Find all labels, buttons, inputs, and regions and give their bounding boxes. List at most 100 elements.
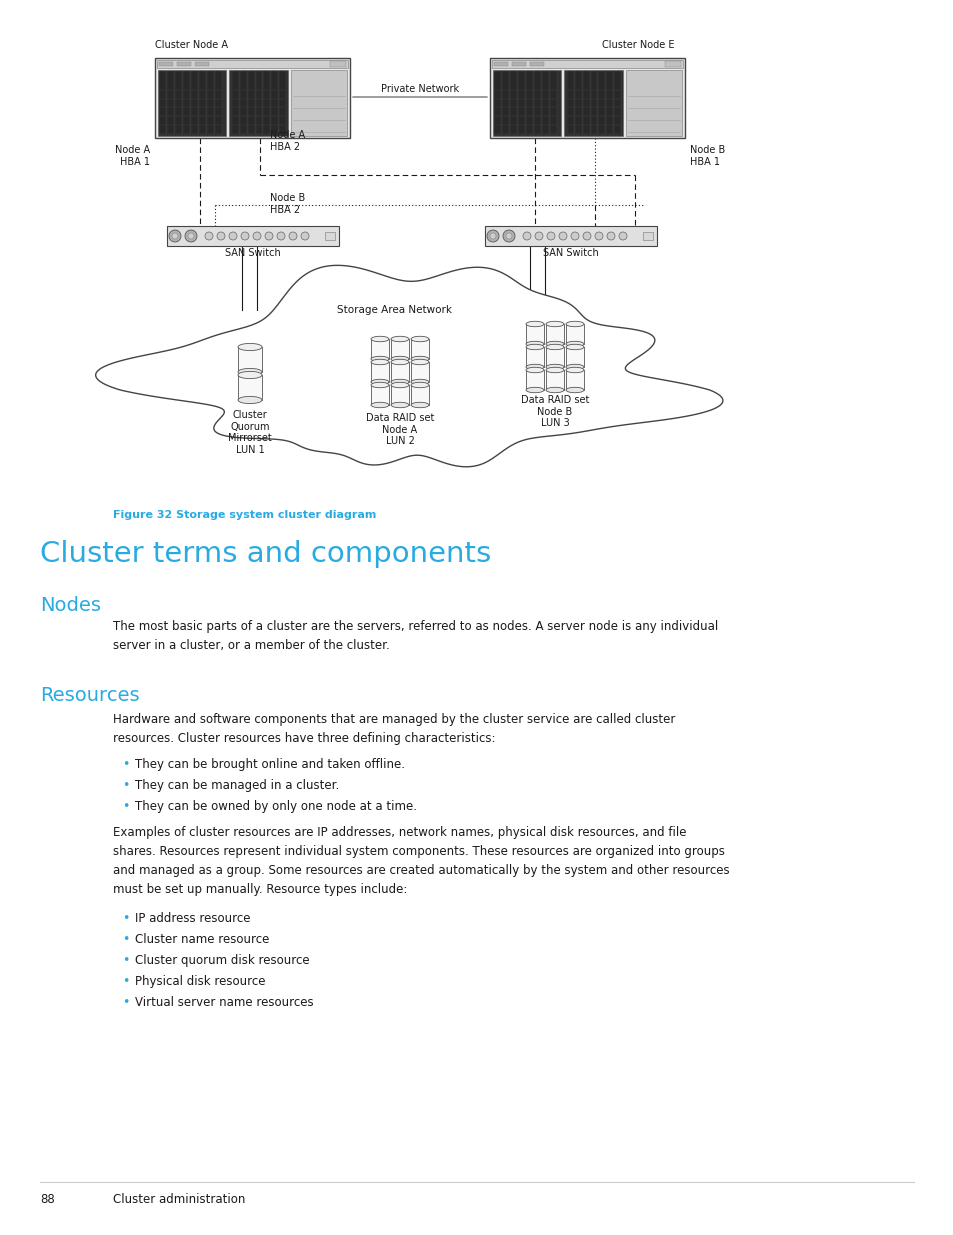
Bar (517, 70, 524, 135)
Bar (154, 58, 350, 138)
Bar (325, 232, 335, 240)
Bar (567, 70, 574, 135)
Ellipse shape (525, 364, 543, 369)
Circle shape (229, 232, 236, 240)
Ellipse shape (237, 368, 262, 375)
Ellipse shape (411, 336, 429, 342)
Bar (530, 62, 543, 65)
Ellipse shape (525, 345, 543, 350)
Text: Resources: Resources (40, 685, 139, 705)
Bar (512, 62, 525, 65)
Bar (614, 70, 620, 135)
Ellipse shape (391, 357, 409, 362)
Bar (493, 70, 560, 136)
Bar (525, 370, 543, 390)
Bar (271, 70, 277, 135)
Circle shape (205, 232, 213, 240)
Text: SAN Switch: SAN Switch (225, 248, 280, 258)
Bar (541, 70, 549, 135)
Bar (490, 58, 684, 138)
Ellipse shape (545, 364, 563, 369)
Bar (255, 70, 262, 135)
Bar (501, 70, 509, 135)
Circle shape (618, 232, 626, 240)
Text: Cluster name resource: Cluster name resource (135, 932, 269, 946)
Bar (215, 70, 222, 135)
Text: 88: 88 (40, 1193, 54, 1207)
Bar (525, 70, 533, 135)
Text: Figure 32 Storage system cluster diagram: Figure 32 Storage system cluster diagram (112, 510, 376, 520)
Ellipse shape (237, 396, 262, 404)
Text: Cluster
Quorum
Mirrorset
LUN 1: Cluster Quorum Mirrorset LUN 1 (228, 410, 272, 454)
Bar (525, 324, 543, 345)
Text: Virtual server name resources: Virtual server name resources (135, 995, 314, 1009)
Circle shape (241, 232, 249, 240)
Bar (494, 70, 500, 135)
Bar (158, 70, 226, 136)
Bar (411, 385, 429, 405)
Bar (194, 62, 209, 65)
Circle shape (595, 232, 602, 240)
Bar (642, 232, 652, 240)
Bar (191, 70, 198, 135)
Bar (237, 347, 262, 372)
Text: Data RAID set
Node A
LUN 2: Data RAID set Node A LUN 2 (365, 412, 434, 446)
Bar (605, 70, 613, 135)
Circle shape (301, 232, 309, 240)
Bar (565, 324, 583, 345)
Ellipse shape (565, 367, 583, 373)
Bar (183, 70, 190, 135)
Circle shape (606, 232, 615, 240)
Bar (371, 338, 389, 359)
Text: Physical disk resource: Physical disk resource (135, 974, 265, 988)
Bar (590, 70, 597, 135)
Bar (240, 70, 247, 135)
Text: Cluster quorum disk resource: Cluster quorum disk resource (135, 953, 310, 967)
Text: Cluster terms and components: Cluster terms and components (40, 540, 491, 568)
Circle shape (185, 230, 196, 242)
Text: IP address resource: IP address resource (135, 911, 251, 925)
Text: Hardware and software components that are managed by the cluster service are cal: Hardware and software components that ar… (112, 713, 675, 745)
Text: The most basic parts of a cluster are the servers, referred to as nodes. A serve: The most basic parts of a cluster are th… (112, 620, 718, 652)
Ellipse shape (545, 321, 563, 327)
Bar (391, 338, 409, 359)
Ellipse shape (391, 383, 409, 388)
Circle shape (265, 232, 273, 240)
Ellipse shape (525, 367, 543, 373)
Bar (664, 61, 680, 67)
Bar (177, 62, 191, 65)
Bar (157, 61, 348, 68)
Circle shape (253, 232, 261, 240)
Ellipse shape (411, 359, 429, 364)
Text: Nodes: Nodes (40, 597, 101, 615)
Circle shape (289, 232, 296, 240)
Ellipse shape (371, 336, 389, 342)
Text: Cluster administration: Cluster administration (112, 1193, 245, 1207)
Bar (411, 362, 429, 382)
Ellipse shape (525, 341, 543, 347)
Ellipse shape (565, 341, 583, 347)
Polygon shape (95, 266, 722, 467)
Circle shape (188, 233, 193, 240)
Text: Node B
HBA 1: Node B HBA 1 (689, 144, 724, 167)
Ellipse shape (237, 343, 262, 351)
Circle shape (490, 233, 496, 240)
Bar (159, 70, 166, 135)
Bar (492, 61, 682, 68)
Text: Examples of cluster resources are IP addresses, network names, physical disk res: Examples of cluster resources are IP add… (112, 826, 729, 897)
Circle shape (546, 232, 555, 240)
Text: •: • (122, 974, 130, 988)
Circle shape (558, 232, 566, 240)
Ellipse shape (525, 388, 543, 393)
Ellipse shape (565, 364, 583, 369)
Bar (175, 70, 182, 135)
Ellipse shape (565, 388, 583, 393)
Bar (484, 226, 657, 246)
Ellipse shape (545, 388, 563, 393)
Bar (494, 62, 507, 65)
Text: They can be brought online and taken offline.: They can be brought online and taken off… (135, 758, 405, 771)
Ellipse shape (371, 383, 389, 388)
Ellipse shape (391, 403, 409, 408)
Bar (291, 70, 347, 136)
Ellipse shape (411, 357, 429, 362)
